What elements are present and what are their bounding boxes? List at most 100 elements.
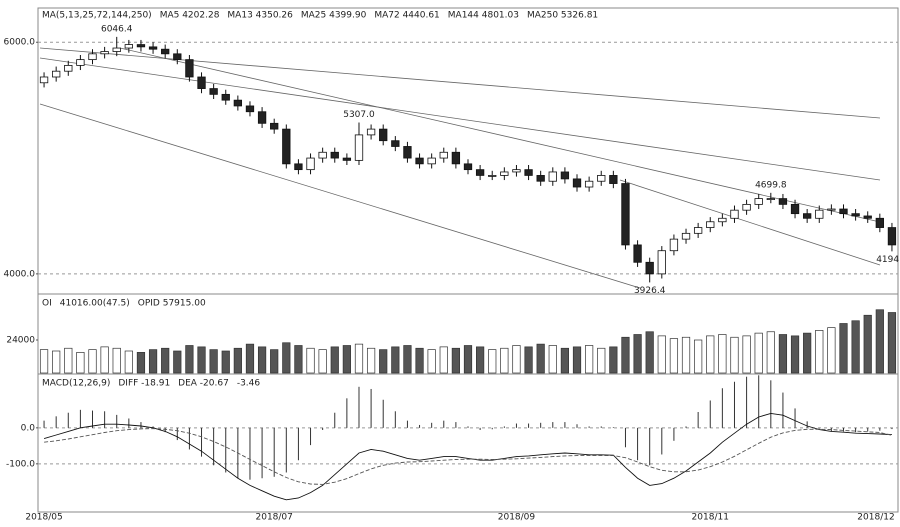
- candle-body: [645, 261, 654, 275]
- candle-body: [282, 128, 291, 165]
- volume-bar: [294, 345, 303, 374]
- candle-body: [294, 163, 303, 171]
- candle-body: [39, 76, 49, 84]
- candle-body: [100, 51, 109, 55]
- candle-body: [633, 244, 642, 263]
- candle-body: [609, 175, 618, 184]
- volume-bar: [439, 346, 448, 374]
- x-tick-label: 2018/12: [857, 513, 894, 523]
- plot-frame: [37, 7, 899, 513]
- volume-bar: [645, 331, 654, 374]
- candle-body: [88, 53, 97, 61]
- volume-bar: [100, 346, 109, 374]
- candle-body: [161, 48, 170, 55]
- volume-bar: [209, 349, 218, 374]
- candle-body: [863, 215, 872, 219]
- volume-bar: [524, 346, 533, 374]
- volume-bar: [161, 347, 170, 374]
- candle-body: [233, 99, 243, 107]
- volume-bar: [560, 347, 570, 374]
- candle-body: [621, 183, 630, 246]
- volume-bar: [451, 347, 460, 374]
- volume-bar: [572, 346, 582, 374]
- volume-bar: [403, 345, 412, 374]
- candle-body: [173, 53, 182, 61]
- volume-bar: [52, 350, 61, 374]
- macd-line: [44, 428, 893, 485]
- y-tick-label: 0.0: [21, 423, 36, 433]
- volume-bar: [536, 343, 545, 374]
- volume-bar: [245, 343, 255, 374]
- volume-bar: [512, 345, 521, 374]
- volume-bar: [875, 309, 884, 374]
- candle-body: [512, 169, 521, 173]
- trend-line: [119, 47, 881, 223]
- candle-body: [318, 151, 327, 159]
- volume-bar: [64, 347, 73, 374]
- volume-bar: [270, 349, 279, 374]
- candle-body: [851, 213, 860, 217]
- volume-bar: [112, 347, 121, 374]
- candle-body: [148, 46, 158, 50]
- candle-body: [597, 175, 606, 182]
- candle-body: [76, 59, 85, 66]
- candle-body: [560, 171, 570, 180]
- candle-body: [342, 157, 352, 161]
- header-text: DEA -20.67: [178, 379, 229, 389]
- annotation: 3926.4: [634, 286, 666, 296]
- candle-body: [197, 76, 206, 89]
- annotation: 5307.0: [343, 110, 375, 120]
- y-tick-label: 24000: [6, 336, 35, 346]
- candle-body: [257, 111, 267, 124]
- header-text: MA25 4399.90: [301, 11, 367, 21]
- volume-bar: [609, 346, 618, 374]
- candle-body: [463, 163, 473, 171]
- candle-body: [366, 128, 376, 136]
- volume-bar: [681, 336, 691, 374]
- candle-body: [136, 44, 146, 48]
- volume-bar: [354, 343, 364, 374]
- candle-body: [718, 217, 727, 223]
- volume-bar: [379, 349, 388, 374]
- volume-bar: [851, 320, 860, 374]
- candle-body: [706, 221, 715, 228]
- volume-bar: [342, 345, 351, 374]
- candle-body: [803, 213, 812, 219]
- candle-body: [379, 128, 388, 142]
- candle-body: [439, 151, 448, 159]
- volume-bar: [76, 352, 85, 374]
- candle-body: [524, 169, 533, 176]
- header-text: MA13 4350.26: [227, 11, 293, 21]
- x-tick-label: 2018/09: [498, 513, 536, 523]
- header-text: 41016.00(47.5): [60, 299, 130, 309]
- candle-body: [185, 59, 194, 78]
- volume-bar: [657, 335, 666, 374]
- volume-bar: [282, 342, 291, 374]
- volume-bar: [827, 327, 836, 374]
- trend-line: [39, 57, 881, 181]
- volume-bar: [124, 350, 133, 374]
- x-tick-label: 2018/07: [256, 513, 293, 523]
- candle-body: [548, 171, 557, 182]
- volume-bar: [669, 338, 679, 374]
- header-text: -3.46: [237, 379, 261, 389]
- volume-bar: [633, 334, 642, 374]
- volume-bar: [330, 346, 339, 374]
- candle-body: [52, 70, 61, 78]
- header-text: MA(5,13,25,72,144,250): [42, 11, 152, 21]
- volume-bar: [730, 336, 739, 374]
- candle-body: [584, 180, 594, 188]
- y-tick-label: 6000.0: [4, 38, 36, 48]
- candle-body: [572, 178, 582, 188]
- candle-body: [536, 175, 545, 182]
- candle-body: [354, 134, 364, 161]
- volume-bar: [790, 335, 800, 374]
- candle-body: [839, 208, 848, 215]
- trend-line: [619, 179, 881, 266]
- candle-body: [221, 93, 230, 101]
- header-text: MA144 4801.03: [448, 11, 519, 21]
- volume-bar: [597, 347, 606, 374]
- candle-body: [245, 105, 255, 113]
